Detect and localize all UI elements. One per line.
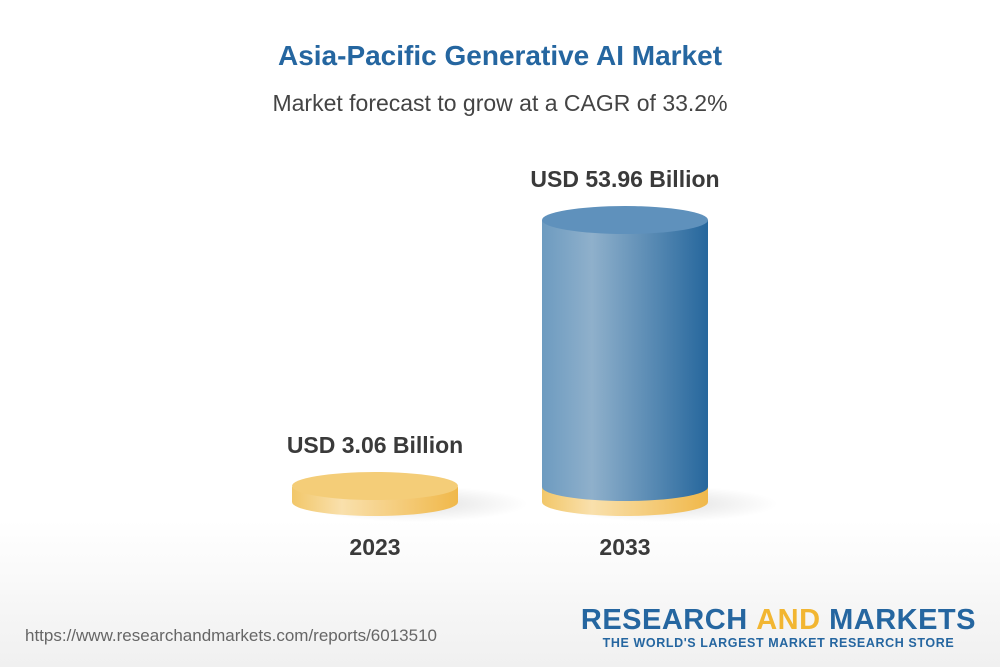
data-label-2033: USD 53.96 Billion	[530, 166, 719, 192]
data-label-2023: USD 3.06 Billion	[287, 432, 463, 458]
x-tick-label-2023: 2023	[349, 534, 400, 560]
chart-subtitle: Market forecast to grow at a CAGR of 33.…	[272, 90, 728, 116]
bar-top-2033	[542, 206, 708, 234]
research-and-markets-logo: RESEARCH AND MARKETS THE WORLD'S LARGEST…	[580, 604, 976, 650]
bar-body-2033	[542, 220, 708, 501]
bar-top-2023	[292, 472, 458, 501]
x-tick-label-2033: 2033	[599, 534, 650, 560]
chart-title: Asia-Pacific Generative AI Market	[277, 40, 723, 71]
source-url[interactable]: https://www.researchandmarkets.com/repor…	[25, 626, 437, 645]
